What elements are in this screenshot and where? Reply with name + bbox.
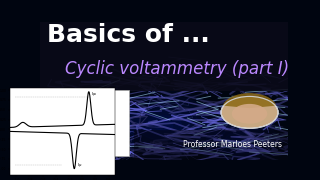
Circle shape <box>221 96 278 128</box>
Text: $I_{pa}$: $I_{pa}$ <box>91 90 97 99</box>
Wedge shape <box>223 93 276 108</box>
Text: Basics of ...: Basics of ... <box>47 23 210 47</box>
Circle shape <box>232 104 267 124</box>
Bar <box>134 130 288 160</box>
Text: Professor Marloes Peeters: Professor Marloes Peeters <box>183 140 282 149</box>
Bar <box>40 22 288 91</box>
Bar <box>47 89 129 156</box>
Text: Cyclic voltammetry (part I): Cyclic voltammetry (part I) <box>65 60 289 78</box>
Text: $I_{pc}$: $I_{pc}$ <box>77 161 83 170</box>
